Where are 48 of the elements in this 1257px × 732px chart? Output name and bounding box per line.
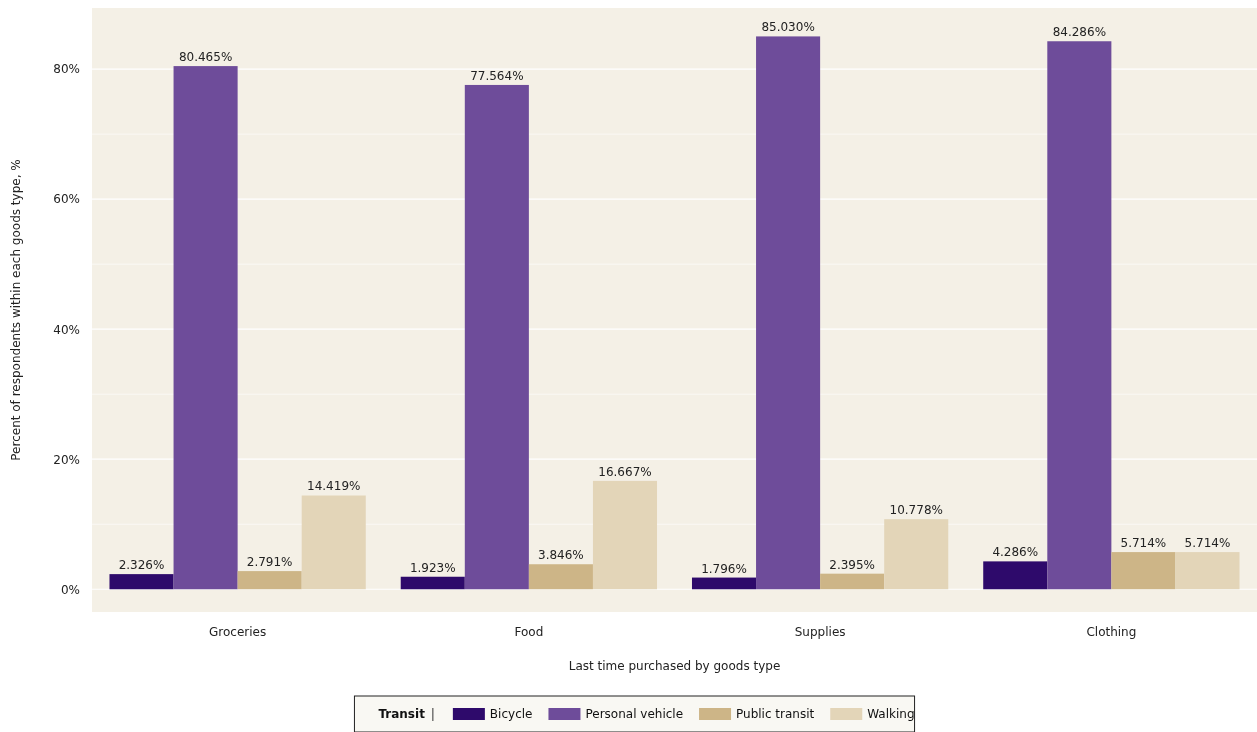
x-tick-label: Clothing — [1086, 624, 1137, 639]
bar — [173, 66, 238, 590]
data-label: 16.667% — [598, 464, 652, 479]
legend-title: Transit — [378, 707, 426, 722]
data-label: 84.286% — [1052, 25, 1107, 40]
data-label: 10.778% — [889, 503, 943, 518]
data-label: 1.923% — [409, 560, 456, 575]
bar — [691, 577, 757, 590]
data-label: 4.286% — [992, 545, 1039, 560]
y-axis-title: Percent of respondents within each goods type, % — [9, 159, 23, 461]
y-tick-label: 20% — [53, 452, 80, 467]
legend-label: Public transit — [736, 707, 815, 722]
legend-label: Bicycle — [489, 707, 533, 722]
bar — [756, 36, 821, 590]
data-label: 5.714% — [1120, 536, 1167, 551]
x-tick-label: Food — [514, 624, 544, 639]
bar — [301, 495, 366, 590]
x-axis-title: Last time purchased by goods type — [568, 659, 781, 673]
data-label: 85.030% — [761, 20, 815, 35]
data-label: 14.419% — [307, 479, 361, 494]
bar — [1175, 552, 1240, 590]
bar — [820, 573, 885, 590]
bar — [464, 84, 529, 590]
data-label: 2.395% — [829, 557, 876, 572]
bar — [237, 571, 302, 590]
legend-label: Walking — [867, 707, 915, 722]
data-label: 3.846% — [538, 548, 584, 563]
bar — [109, 574, 174, 590]
bar — [1111, 552, 1176, 590]
bar — [400, 576, 465, 590]
bar — [592, 480, 658, 590]
bar — [884, 519, 949, 590]
x-tick-label: Groceries — [209, 624, 267, 639]
bar — [1047, 41, 1112, 590]
bar — [983, 561, 1048, 590]
x-tick-label: Supplies — [794, 624, 846, 639]
data-label: 2.791% — [246, 555, 293, 570]
data-label: 77.564% — [470, 68, 524, 83]
data-label: 5.714% — [1184, 536, 1231, 551]
data-label: 80.465% — [178, 50, 233, 65]
data-label: 1.796% — [701, 561, 747, 576]
y-tick-label: 60% — [53, 192, 80, 207]
legend-label: Personal vehicle — [585, 707, 684, 722]
y-tick-label: 40% — [53, 322, 80, 337]
data-label: 2.326% — [118, 558, 165, 573]
y-tick-label: 80% — [53, 62, 80, 77]
y-tick-label: 0% — [60, 582, 80, 597]
bar — [528, 564, 593, 590]
